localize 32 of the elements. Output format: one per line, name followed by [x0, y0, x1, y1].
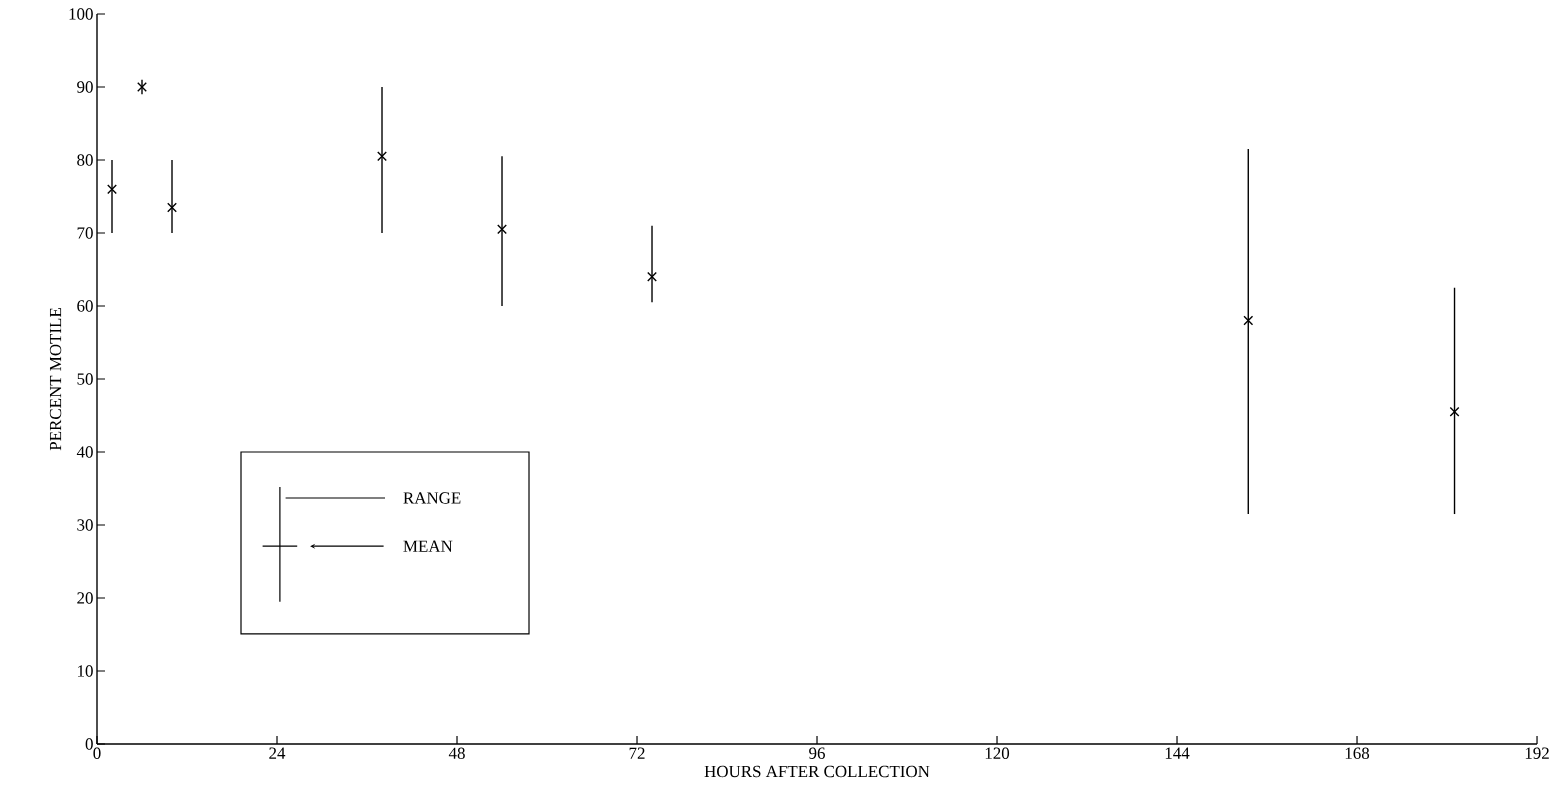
- point: [137, 82, 147, 92]
- point: [167, 202, 177, 213]
- x-tick-label: 192: [1525, 747, 1549, 759]
- x-tick-label: 120: [985, 747, 1010, 759]
- y-tick-label: 0: [85, 738, 93, 750]
- y-tick-label: 70: [77, 227, 93, 239]
- y-tick-label: 80: [77, 154, 93, 166]
- point: [377, 151, 387, 162]
- x-tick-label: 72: [629, 747, 645, 759]
- y-tick-label: 20: [77, 592, 93, 604]
- annotation: MEAN: [403, 540, 453, 552]
- x-tick-label: 48: [448, 747, 465, 759]
- y-tick-label: 30: [77, 519, 93, 531]
- x-tick-label: 96: [809, 747, 825, 759]
- annotation: RANGE: [403, 492, 461, 504]
- point: [107, 184, 117, 195]
- y-axis-title: PERCENT MOTILE: [49, 308, 62, 451]
- y-tick-label: 60: [77, 300, 93, 312]
- x-axis-title: HOURS AFTER COLLECTION: [704, 765, 930, 778]
- point: [1449, 406, 1460, 417]
- x-tick-label: 144: [1165, 747, 1190, 759]
- x-tick-label: 168: [1345, 747, 1370, 759]
- x-tick-label: 0: [93, 747, 101, 759]
- point: [497, 224, 507, 235]
- y-tick-label: 50: [77, 373, 93, 385]
- y-tick-label: 90: [77, 81, 93, 93]
- y-tick-label: 40: [76, 446, 93, 458]
- y-tick-label: 100: [69, 8, 93, 20]
- y-tick-label: 10: [78, 665, 93, 677]
- point: [647, 271, 657, 282]
- x-tick-label: 24: [269, 747, 286, 759]
- point: [1243, 315, 1254, 326]
